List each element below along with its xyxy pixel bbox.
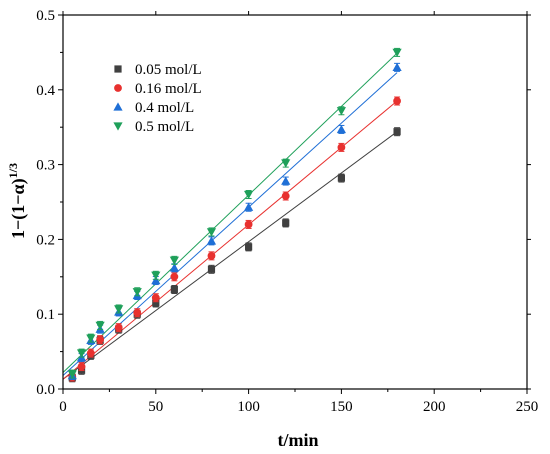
data-point-s2-7 xyxy=(151,293,160,302)
data-point-s2-13 xyxy=(393,97,401,105)
data-point-s2-5 xyxy=(114,323,123,332)
data-point-s2-12 xyxy=(337,143,346,152)
data-point-s2-4 xyxy=(96,335,105,344)
x-tick-label: 150 xyxy=(330,399,353,415)
legend-marker-3 xyxy=(113,102,123,111)
legend-marker-2 xyxy=(114,84,122,92)
legend-label-2: 0.16 mol/L xyxy=(135,81,202,97)
data-point-s1-12 xyxy=(337,174,345,182)
data-point-s4-6 xyxy=(132,288,142,297)
y-tick-label: 0.4 xyxy=(36,83,55,99)
data-point-s4-3 xyxy=(86,334,96,343)
fit-line-3 xyxy=(62,72,398,376)
data-point-s4-4 xyxy=(95,321,105,331)
data-point-s2-8 xyxy=(170,272,179,281)
data-point-s4-12 xyxy=(336,107,346,116)
x-tick-label: 250 xyxy=(516,399,539,415)
data-point-s4-9 xyxy=(206,228,217,237)
y-axis-title: 1−(1−α)1/3 xyxy=(6,163,29,239)
data-point-s4-11 xyxy=(281,159,291,168)
y-tick-label: 0.5 xyxy=(36,8,55,24)
legend-label-4: 0.5 mol/L xyxy=(135,119,194,135)
data-point-s1-13 xyxy=(393,128,401,136)
data-point-s3-13 xyxy=(392,62,402,72)
data-point-s1-9 xyxy=(207,265,216,273)
fit-line-2 xyxy=(62,100,398,380)
fit-line-1 xyxy=(62,131,398,380)
data-point-s2-9 xyxy=(207,251,216,260)
x-tick-label: 0 xyxy=(59,399,67,415)
fit-line-4 xyxy=(62,52,398,373)
data-point-s1-7 xyxy=(152,299,160,307)
data-point-s1-10 xyxy=(245,243,253,251)
y-tick-label: 0.2 xyxy=(36,232,55,248)
legend: 0.05 mol/L 0.16 mol/L 0.4 mol/L 0.5 mol/L xyxy=(113,62,202,135)
data-point-s4-8 xyxy=(169,256,179,265)
fit-lines xyxy=(62,52,398,380)
data-point-s2-2 xyxy=(77,362,86,371)
data-point-s4-2 xyxy=(76,349,87,358)
legend-label-1: 0.05 mol/L xyxy=(135,62,202,78)
data-point-s2-10 xyxy=(244,220,253,229)
data-point-s2-6 xyxy=(133,308,142,317)
y-axis-title-main: 1−(1−α) xyxy=(8,178,29,239)
data-point-s4-1 xyxy=(67,370,77,379)
y-tick-label: 0.1 xyxy=(36,307,55,323)
x-axis-title: t/min xyxy=(277,430,318,450)
data-point-s2-3 xyxy=(86,349,95,357)
y-tick-label: 0.0 xyxy=(36,382,55,398)
legend-marker-4 xyxy=(113,122,123,131)
axes: 0 50 100 150 200 250 0.0 0.1 0.2 0.3 0.4 0.5 xyxy=(36,8,538,415)
data-point-s3-12 xyxy=(336,124,346,134)
data-points xyxy=(67,47,402,383)
data-point-s3-8 xyxy=(169,263,179,272)
legend-label-3: 0.4 mol/L xyxy=(135,100,194,116)
data-point-s1-11 xyxy=(282,219,290,227)
y-axis-title-superscript: 1/3 xyxy=(6,163,20,178)
x-tick-label: 50 xyxy=(148,399,163,415)
data-point-s2-11 xyxy=(281,192,290,200)
data-point-s4-13 xyxy=(392,48,402,57)
data-point-s4-7 xyxy=(151,271,161,280)
data-point-s3-9 xyxy=(206,236,217,245)
plot-frame xyxy=(62,14,528,390)
data-point-s3-7 xyxy=(151,275,161,285)
data-point-s3-11 xyxy=(281,176,291,185)
data-point-s3-10 xyxy=(244,202,254,211)
data-point-s4-5 xyxy=(114,305,124,314)
x-tick-label: 100 xyxy=(237,399,260,415)
legend-marker-1 xyxy=(114,65,122,73)
y-tick-label: 0.3 xyxy=(36,158,55,174)
x-tick-label: 200 xyxy=(423,399,446,415)
data-point-s4-10 xyxy=(244,190,254,200)
data-point-s1-8 xyxy=(170,285,178,294)
